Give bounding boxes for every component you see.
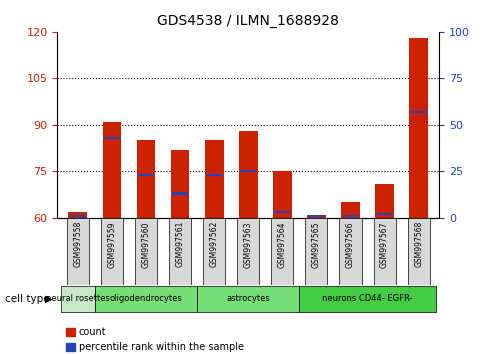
- FancyBboxPatch shape: [237, 218, 259, 285]
- Bar: [103, 122, 121, 218]
- Bar: [172, 192, 188, 195]
- Title: GDS4538 / ILMN_1688928: GDS4538 / ILMN_1688928: [157, 14, 339, 28]
- FancyBboxPatch shape: [67, 218, 89, 285]
- FancyBboxPatch shape: [305, 218, 327, 285]
- Text: GSM997568: GSM997568: [414, 221, 423, 268]
- Bar: [411, 110, 427, 113]
- FancyBboxPatch shape: [169, 218, 191, 285]
- FancyBboxPatch shape: [339, 218, 362, 285]
- Bar: [409, 38, 428, 218]
- Bar: [206, 174, 222, 176]
- Text: GSM997558: GSM997558: [73, 221, 82, 268]
- Bar: [138, 174, 154, 176]
- Text: ▶: ▶: [45, 294, 52, 304]
- Bar: [375, 184, 394, 218]
- Text: neural rosettes: neural rosettes: [46, 294, 110, 303]
- Bar: [241, 170, 256, 172]
- Bar: [342, 215, 358, 217]
- FancyBboxPatch shape: [95, 286, 197, 312]
- Bar: [239, 131, 257, 218]
- FancyBboxPatch shape: [61, 286, 95, 312]
- Text: astrocytes: astrocytes: [227, 294, 270, 303]
- Text: GSM997566: GSM997566: [346, 221, 355, 268]
- Bar: [341, 202, 360, 218]
- Bar: [273, 171, 292, 218]
- FancyBboxPatch shape: [408, 218, 430, 285]
- FancyBboxPatch shape: [271, 218, 293, 285]
- FancyBboxPatch shape: [203, 218, 225, 285]
- Bar: [274, 211, 290, 213]
- Text: cell type: cell type: [5, 294, 49, 304]
- Text: GSM997565: GSM997565: [312, 221, 321, 268]
- Bar: [171, 149, 190, 218]
- Bar: [70, 215, 86, 217]
- Text: GSM997559: GSM997559: [107, 221, 116, 268]
- FancyBboxPatch shape: [374, 218, 396, 285]
- Bar: [307, 215, 326, 218]
- Text: GSM997567: GSM997567: [380, 221, 389, 268]
- Legend: count, percentile rank within the sample: count, percentile rank within the sample: [62, 324, 248, 354]
- Bar: [68, 212, 87, 218]
- FancyBboxPatch shape: [197, 286, 299, 312]
- Bar: [104, 137, 120, 139]
- Text: GSM997560: GSM997560: [142, 221, 151, 268]
- FancyBboxPatch shape: [135, 218, 157, 285]
- Bar: [377, 213, 393, 215]
- FancyBboxPatch shape: [101, 218, 123, 285]
- Bar: [137, 140, 155, 218]
- Text: GSM997564: GSM997564: [278, 221, 287, 268]
- Text: neurons CD44- EGFR-: neurons CD44- EGFR-: [322, 294, 413, 303]
- Text: oligodendrocytes: oligodendrocytes: [110, 294, 182, 303]
- Bar: [205, 140, 224, 218]
- Bar: [308, 215, 324, 217]
- Text: GSM997563: GSM997563: [244, 221, 253, 268]
- FancyBboxPatch shape: [299, 286, 436, 312]
- Text: GSM997561: GSM997561: [176, 221, 185, 268]
- Text: GSM997562: GSM997562: [210, 221, 219, 268]
